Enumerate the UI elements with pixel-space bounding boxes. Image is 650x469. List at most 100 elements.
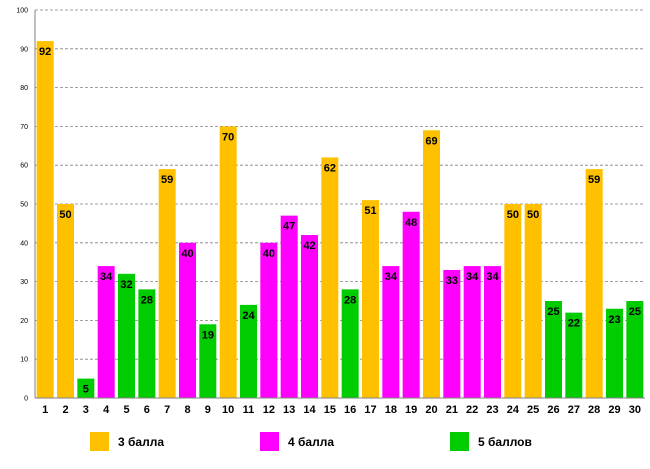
x-tick-label: 30 [629,404,641,416]
x-tick-label: 29 [608,404,620,416]
y-tick-label: 40 [20,240,28,247]
data-label: 51 [364,205,376,217]
legend-item: 4 балла [260,432,334,451]
x-tick-label: 13 [283,404,295,416]
data-label: 5 [83,384,89,396]
data-label: 23 [608,314,620,326]
data-label: 50 [59,209,71,221]
x-tick-label: 5 [123,404,129,416]
x-tick-label: 8 [184,404,190,416]
x-tick-label: 25 [527,404,539,416]
bar [36,41,54,398]
legend-swatch [90,432,109,451]
bar [565,312,583,398]
data-label: 33 [446,275,458,287]
bar [484,266,501,398]
bar [57,204,74,398]
x-tick-label: 1 [42,404,48,416]
data-label: 28 [344,294,356,306]
y-tick-label: 90 [20,46,28,53]
data-label: 92 [39,46,51,58]
data-label: 25 [547,306,559,318]
y-tick-label: 10 [20,357,28,364]
data-label: 50 [527,209,539,221]
x-tick-label: 14 [303,404,316,416]
legend-swatch [260,432,279,451]
x-tick-label: 10 [222,404,234,416]
y-tick-label: 60 [20,163,28,170]
y-tick-label: 50 [20,202,28,209]
bar [524,204,542,398]
grid-layer [35,9,645,360]
x-tick-label: 22 [466,404,478,416]
bar [321,157,339,398]
x-tick-label: 11 [243,404,255,416]
data-label: 19 [202,329,214,341]
x-tick-label: 24 [507,404,520,416]
x-tick-label: 4 [103,404,110,416]
x-tick-label: 12 [263,404,275,416]
x-tick-label: 19 [405,404,417,416]
x-tick-label: 2 [62,404,68,416]
bar [423,130,440,398]
data-label: 47 [283,221,295,233]
bar [463,266,481,398]
x-tick-label: 23 [486,404,498,416]
bar [504,204,522,398]
bar [545,301,562,398]
legend-item: 5 баллов [450,432,532,451]
legend: 3 балла 4 балла 5 баллов [90,432,532,451]
data-label: 24 [242,310,255,322]
x-tick-label: 18 [385,404,397,416]
bar [138,289,156,398]
y-tick-label: 20 [20,318,28,325]
bar [97,266,115,398]
data-label: 25 [629,306,641,318]
bar [626,301,644,398]
bar [402,211,420,398]
data-label: 59 [588,174,600,186]
y-tick-label: 80 [20,85,28,92]
data-label: 62 [324,162,336,174]
bar-layer [36,41,644,399]
bar [260,242,278,398]
data-label: 40 [181,248,193,260]
legend-label: 5 баллов [478,435,532,449]
bar [301,235,318,398]
y-tick-label: 70 [20,124,28,131]
bar [219,126,237,399]
x-tick-label: 21 [446,404,458,416]
data-label: 34 [486,271,499,283]
legend-label: 4 балла [288,435,334,449]
data-label: 22 [568,318,580,330]
bar [158,169,176,398]
data-label: 50 [507,209,519,221]
data-label: 34 [466,271,479,283]
x-tick-label: 7 [164,404,170,416]
legend-label: 3 балла [118,435,164,449]
y-tick-label: 100 [16,8,28,15]
bar [443,269,461,398]
bar [240,304,257,398]
legend-item: 3 балла [90,432,164,451]
x-tick-label: 3 [83,404,89,416]
bar [179,242,196,398]
data-label-layer: 92 50 5 34 32 28 59 40 19 70 24 40 47 42 62 28 51 34 48 69 3… [39,46,641,396]
data-label: 32 [120,279,132,291]
data-label: 42 [303,240,315,252]
x-tick-label: 20 [425,404,437,416]
data-label: 40 [263,248,275,260]
y-tick-label: 30 [20,279,28,286]
x-tick-label: 26 [547,404,559,416]
bar [362,200,379,398]
data-label: 69 [425,135,437,147]
x-tick-label: 16 [344,404,356,416]
bar [280,215,298,398]
x-tick-label: 28 [588,404,600,416]
x-tick-label: 6 [144,404,150,416]
x-tick-label: 9 [205,404,211,416]
x-tick-label: 27 [568,404,580,416]
x-tick-label: 17 [364,404,376,416]
